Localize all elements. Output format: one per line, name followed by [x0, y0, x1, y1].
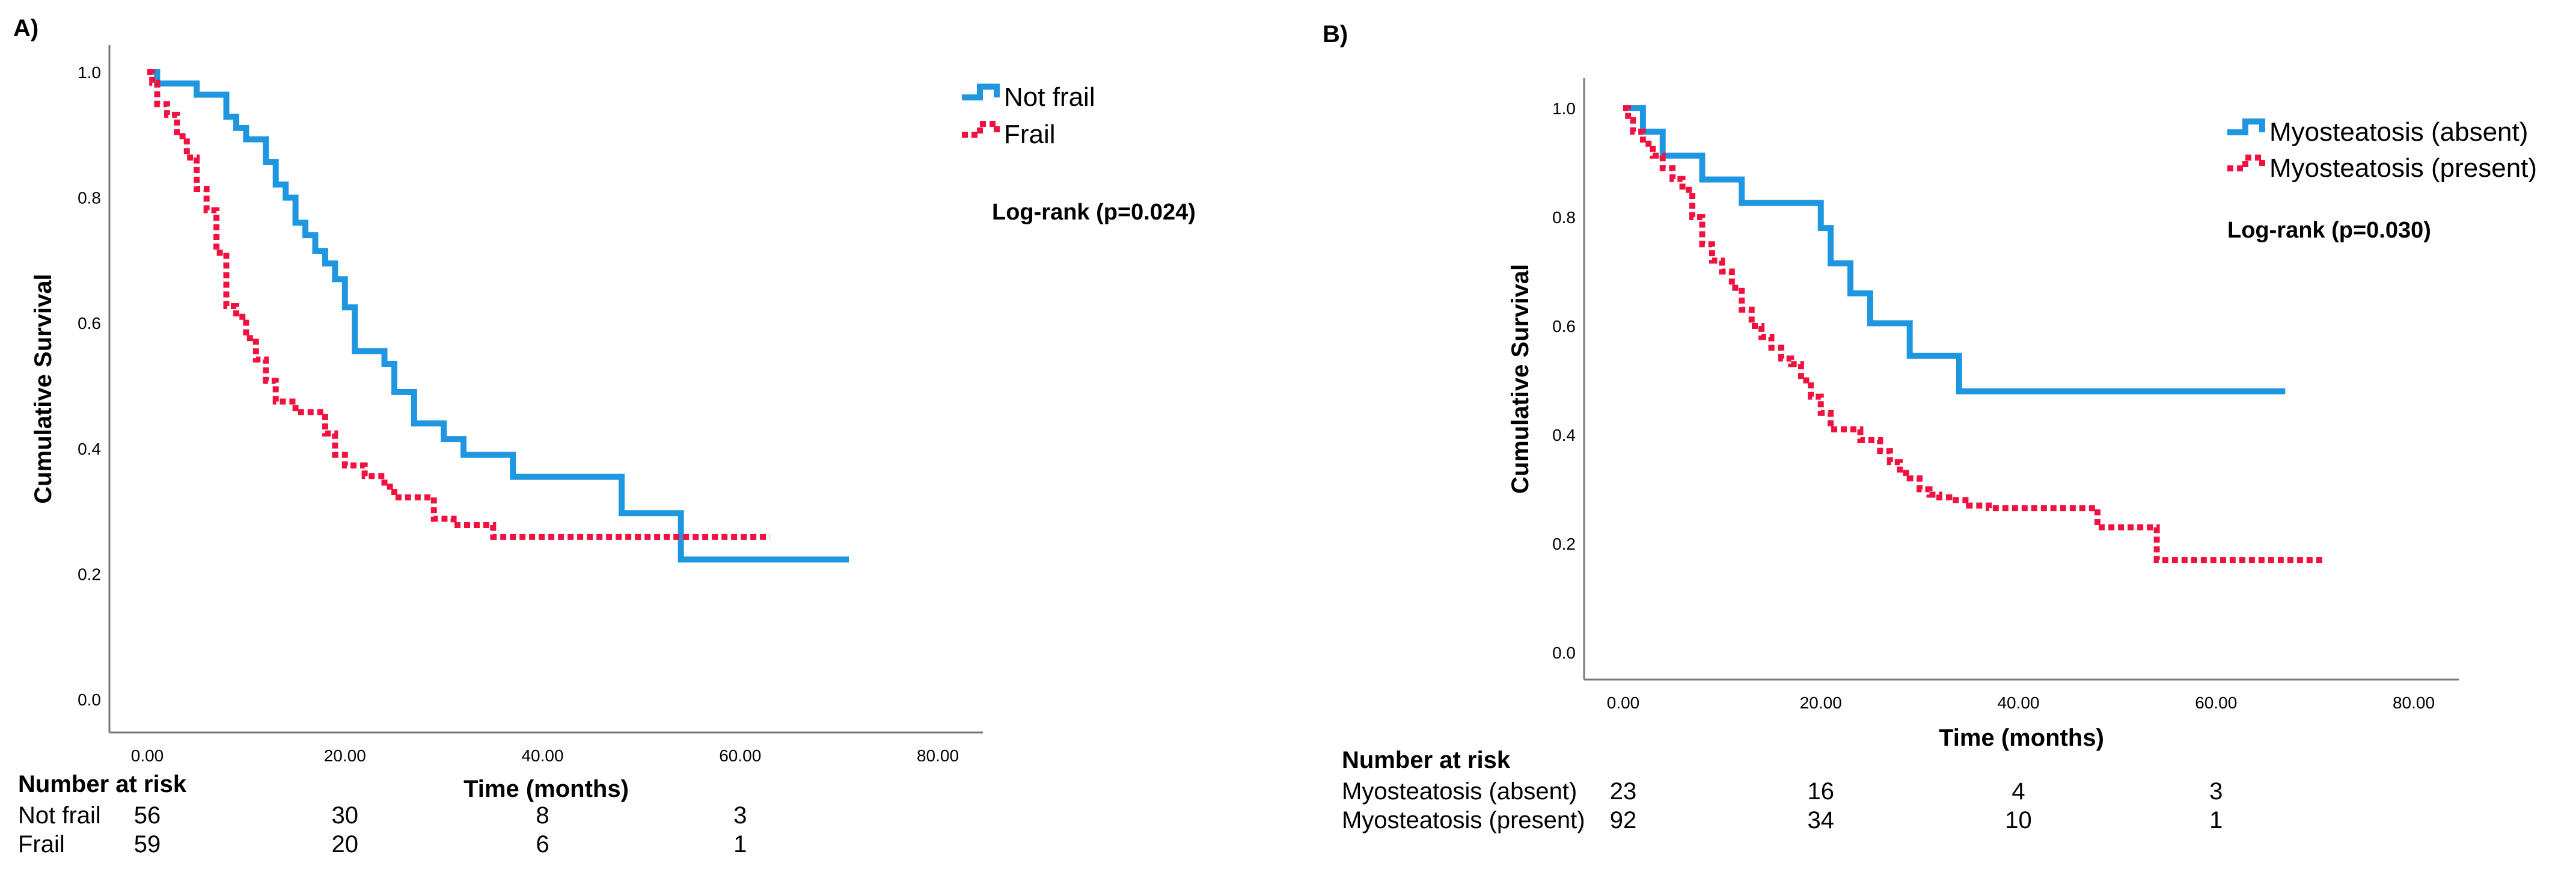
risk-row-value: 3 — [2209, 778, 2223, 805]
risk-table-title: Number at risk — [18, 771, 187, 797]
risk-row-label: Frail — [18, 831, 65, 858]
y-axis-label: Cumulative Survival — [30, 274, 57, 503]
legend-swatch — [2227, 155, 2265, 171]
survival-curve-red — [1623, 105, 2325, 563]
log-rank-annotation: Log-rank (p=0.030) — [2227, 218, 2431, 243]
risk-row-value: 34 — [1807, 807, 1835, 834]
risk-row-value: 3 — [733, 802, 747, 829]
risk-row-value: 6 — [536, 831, 549, 858]
panel-label: B) — [1323, 21, 1348, 48]
x-tick-label: 40.00 — [521, 746, 563, 765]
y-tick-label: 0.0 — [1552, 643, 1576, 662]
y-tick-label: 0.4 — [78, 440, 101, 458]
x-axis-label: Time (months) — [463, 776, 629, 802]
x-tick-label: 80.00 — [917, 746, 959, 765]
legend-swatch — [962, 84, 1000, 100]
y-tick-label: 0.6 — [78, 314, 101, 333]
legend-swatch — [962, 121, 1000, 138]
survival-curve-red — [147, 69, 770, 540]
legend-label: Myosteatosis (absent) — [2269, 117, 2528, 147]
x-tick-label: 80.00 — [2393, 693, 2435, 712]
risk-row-value: 4 — [2012, 778, 2025, 805]
x-tick-label: 20.00 — [324, 746, 366, 765]
survival-curve-blue — [1623, 105, 2286, 395]
risk-row-value: 10 — [2005, 807, 2032, 834]
x-tick-label: 40.00 — [1997, 693, 2039, 712]
risk-row-value: 20 — [331, 831, 359, 858]
legend-label: Not frail — [1004, 82, 1095, 112]
legend-label: Myosteatosis (present) — [2269, 153, 2537, 183]
survival-curve-blue — [147, 69, 849, 563]
risk-row-value: 16 — [1807, 778, 1835, 805]
y-tick-label: 0.2 — [1552, 535, 1576, 553]
legend-swatch — [2227, 118, 2265, 135]
risk-row-label: Not frail — [18, 802, 101, 829]
x-tick-label: 20.00 — [1800, 693, 1842, 712]
y-tick-label: 0.0 — [78, 690, 101, 709]
risk-row-value: 1 — [2209, 807, 2223, 834]
y-tick-label: 0.8 — [78, 189, 101, 207]
risk-row-value: 56 — [133, 802, 161, 829]
y-axis-label: Cumulative Survival — [1507, 264, 1534, 494]
risk-row-value: 8 — [536, 802, 549, 829]
risk-row-label: Myosteatosis (absent) — [1342, 778, 1577, 805]
legend-label: Frail — [1004, 120, 1056, 149]
x-tick-label: 60.00 — [2195, 693, 2237, 712]
x-axis-label: Time (months) — [1939, 725, 2104, 751]
risk-row-value: 23 — [1609, 778, 1637, 805]
km-panel-2: B) 0.0 0.2 0.4 0.6 0.8 1.0 0.00 20.00 40.00 60.00 8… — [1323, 21, 2537, 751]
x-tick-label: 60.00 — [719, 746, 761, 765]
y-tick-label: 1.0 — [1552, 99, 1576, 118]
y-tick-label: 0.4 — [1552, 426, 1576, 444]
log-rank-annotation: Log-rank (p=0.024) — [992, 200, 1196, 225]
y-tick-label: 0.2 — [78, 565, 101, 583]
x-tick-label: 0.00 — [131, 746, 164, 765]
risk-row-label: Myosteatosis (present) — [1342, 807, 1585, 834]
y-tick-label: 0.8 — [1552, 208, 1576, 227]
km-panel-1: A) 0.0 0.2 0.4 0.6 0.8 1.0 0.00 20.00 40.00 60.00 8… — [13, 15, 1196, 802]
risk-row-value: 1 — [733, 831, 747, 858]
risk-row-value: 30 — [331, 802, 359, 829]
y-tick-label: 0.6 — [1552, 317, 1576, 336]
y-tick-label: 1.0 — [78, 63, 101, 82]
x-tick-label: 0.00 — [1607, 693, 1640, 712]
risk-table-title: Number at risk — [1342, 747, 1511, 773]
panel-label: A) — [13, 15, 38, 41]
risk-row-value: 92 — [1609, 807, 1637, 834]
risk-row-value: 59 — [133, 831, 161, 858]
